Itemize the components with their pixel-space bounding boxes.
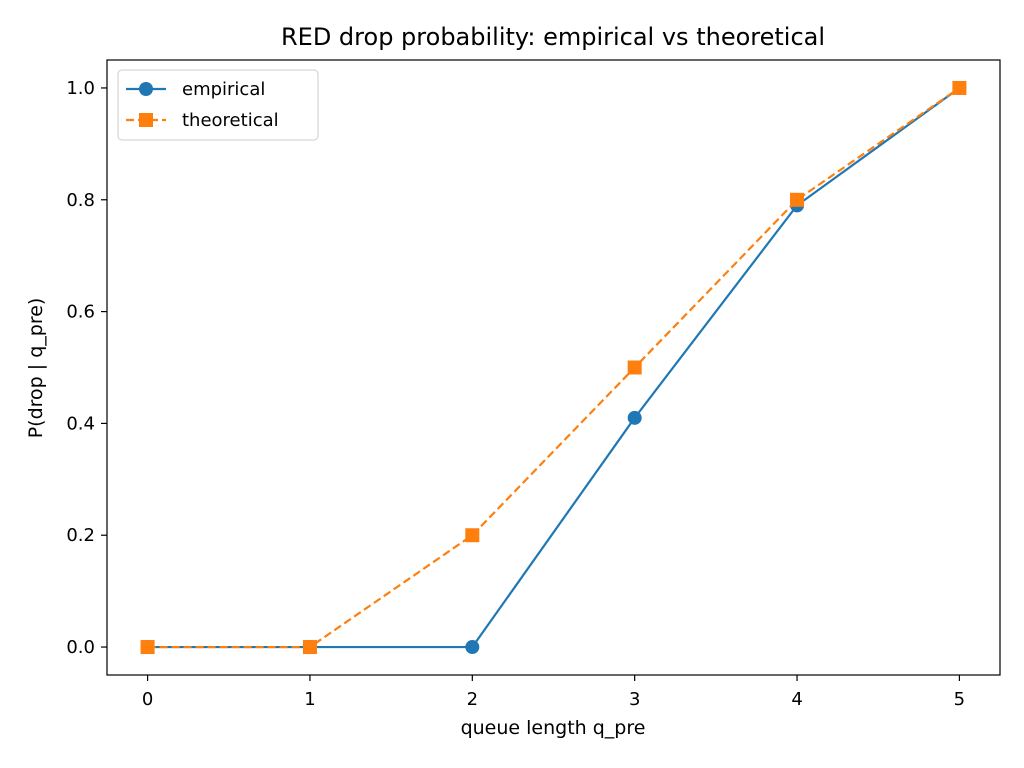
x-axis-label: queue length q_pre xyxy=(461,717,646,739)
x-tick-label: 2 xyxy=(467,689,478,710)
x-tick-label: 0 xyxy=(142,689,153,710)
data-point-theoretical xyxy=(465,528,480,543)
y-tick-label: 1.0 xyxy=(66,78,95,99)
y-tick-label: 0.2 xyxy=(66,525,95,546)
y-tick-label: 0.8 xyxy=(66,190,95,211)
data-point-theoretical xyxy=(790,192,805,207)
x-axis: 0 1 2 3 4 5 xyxy=(142,675,965,710)
y-tick-label: 0.6 xyxy=(66,302,95,323)
legend-marker-theoretical xyxy=(139,113,153,127)
plot-area xyxy=(140,80,967,655)
legend: empirical theoretical xyxy=(117,69,319,141)
data-point-empirical xyxy=(627,410,642,425)
x-tick-label: 5 xyxy=(954,689,965,710)
axes-frame xyxy=(106,59,1001,676)
legend-box xyxy=(117,69,319,141)
data-point-theoretical xyxy=(952,80,967,95)
y-tick-label: 0.0 xyxy=(66,637,95,658)
x-tick-label: 1 xyxy=(304,689,315,710)
data-point-theoretical xyxy=(140,640,155,655)
y-axis-label: P(drop | q_pre) xyxy=(25,298,47,439)
legend-label-theoretical: theoretical xyxy=(182,110,279,131)
legend-label-empirical: empirical xyxy=(182,79,265,100)
series-line-theoretical xyxy=(147,87,961,649)
chart-title: RED drop probability: empirical vs theor… xyxy=(281,23,825,51)
data-point-theoretical xyxy=(302,640,317,655)
data-point-empirical xyxy=(465,640,480,655)
y-tick-label: 0.4 xyxy=(66,413,95,434)
y-axis: 0.0 0.2 0.4 0.6 0.8 1.0 xyxy=(66,78,107,658)
legend-marker-empirical xyxy=(139,82,153,96)
x-tick-label: 4 xyxy=(791,689,802,710)
x-tick-label: 3 xyxy=(629,689,640,710)
data-point-theoretical xyxy=(627,360,642,375)
